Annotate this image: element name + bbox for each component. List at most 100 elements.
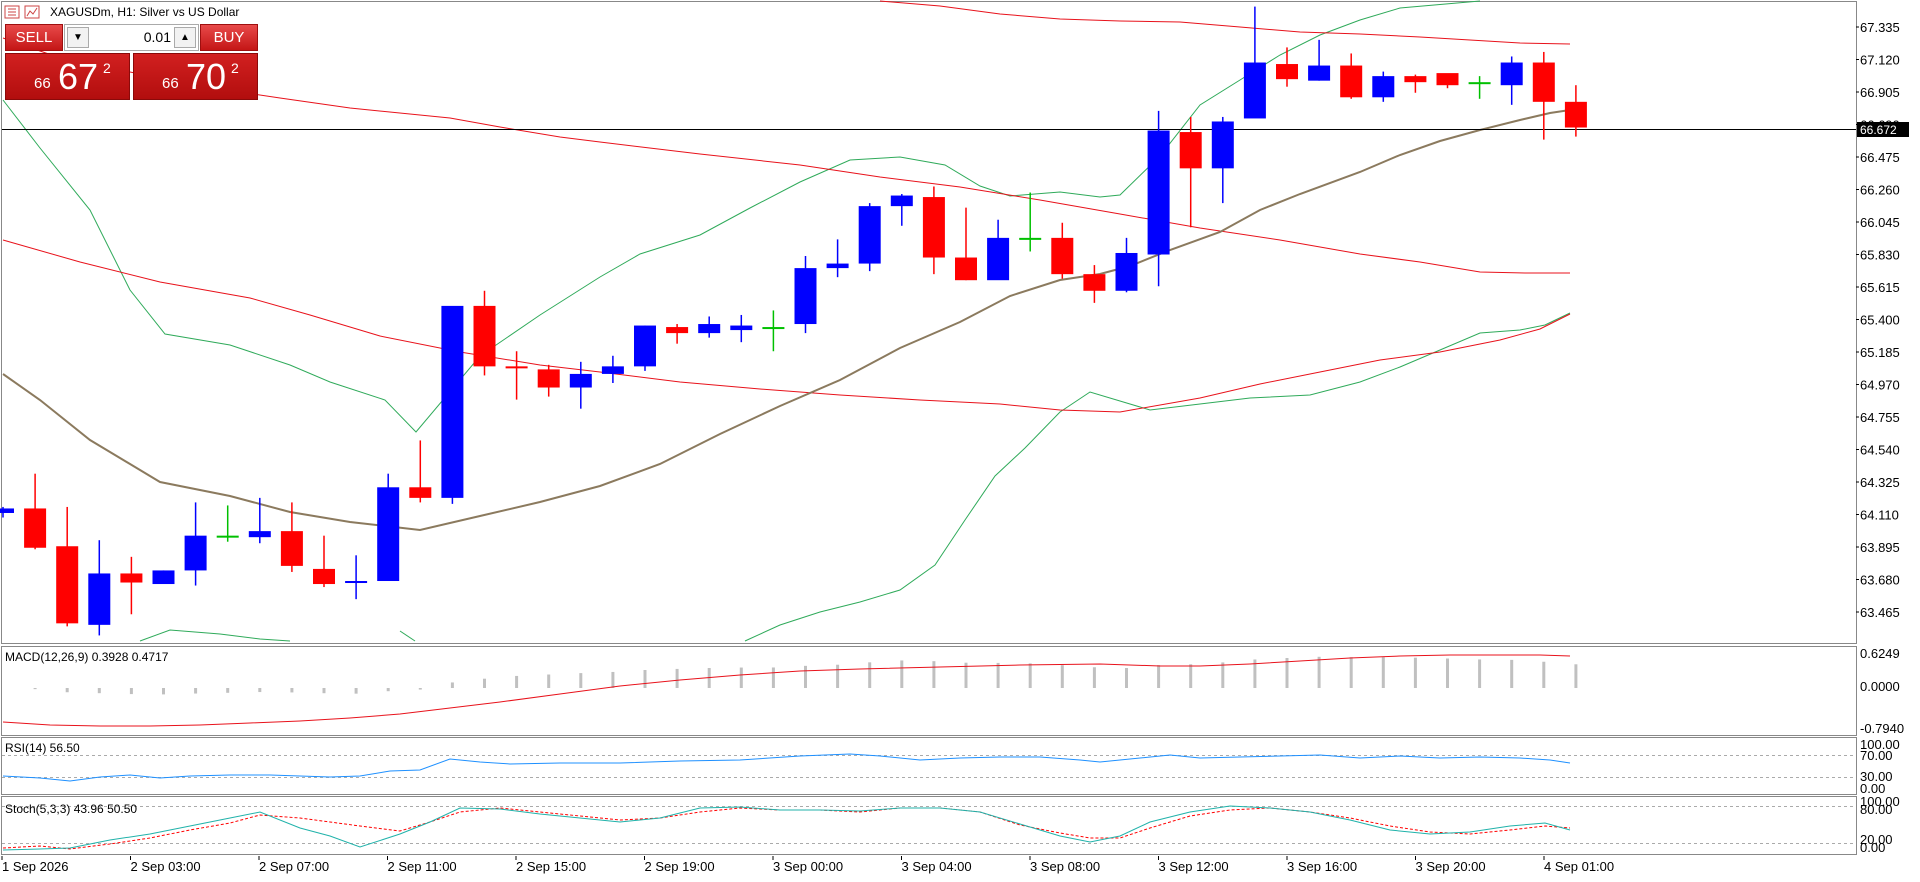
buy-price-main: 70 bbox=[186, 56, 227, 97]
macd-scale-max: 0.6249 bbox=[1860, 646, 1900, 661]
candle bbox=[120, 556, 143, 615]
candle bbox=[1532, 51, 1555, 140]
candle-body bbox=[0, 508, 14, 513]
candle bbox=[1500, 56, 1523, 105]
candle-body bbox=[1436, 73, 1459, 86]
candle-body bbox=[537, 369, 560, 388]
time-tick-label: 1 Sep 2026 bbox=[2, 859, 69, 874]
candle bbox=[248, 497, 271, 544]
candle bbox=[409, 440, 432, 503]
time-tick-label: 3 Sep 12:00 bbox=[1159, 859, 1229, 874]
bollinger-bands bbox=[2, 0, 1571, 642]
chart-list-icon[interactable] bbox=[4, 5, 20, 19]
candlestick-series bbox=[0, 6, 1587, 636]
candle bbox=[1404, 74, 1427, 93]
time-tick-label: 2 Sep 15:00 bbox=[516, 859, 586, 874]
candle bbox=[1340, 53, 1363, 99]
bollinger-lower-line bbox=[139, 629, 291, 642]
candle-body bbox=[377, 487, 400, 582]
candle-body bbox=[152, 570, 175, 585]
candle bbox=[1276, 47, 1298, 87]
stoch-pane-frame bbox=[1, 796, 1857, 855]
rsi-scale-100: 100.00 bbox=[1860, 737, 1900, 752]
buy-button[interactable]: BUY bbox=[200, 24, 258, 51]
candle bbox=[1147, 110, 1170, 287]
candle bbox=[955, 207, 977, 281]
price-tick-label: 66.045 bbox=[1860, 215, 1900, 230]
price-tick-label: 64.110 bbox=[1860, 508, 1899, 523]
candle bbox=[0, 506, 14, 518]
candle-body bbox=[601, 366, 624, 374]
bollinger-lower-line-3 bbox=[744, 312, 1571, 642]
price-tick-label: 64.325 bbox=[1860, 475, 1900, 490]
price-tick-label: 67.120 bbox=[1860, 53, 1900, 68]
buy-price-prefix: 66 bbox=[162, 75, 179, 92]
price-tick-label: 64.540 bbox=[1860, 443, 1900, 458]
lot-up-arrow-icon[interactable]: ▲ bbox=[174, 27, 196, 48]
candle bbox=[56, 506, 79, 627]
macd-label: MACD(12,26,9) 0.3928 0.4717 bbox=[5, 650, 169, 664]
candle bbox=[922, 186, 945, 275]
candle-body bbox=[1083, 274, 1106, 291]
candle-body bbox=[24, 508, 47, 548]
lot-size-input[interactable]: 0.01 bbox=[143, 29, 171, 45]
candle bbox=[890, 194, 913, 226]
main-chart-frame bbox=[1, 1, 1857, 644]
candle-body bbox=[1147, 130, 1170, 255]
price-axis: 67.33567.12066.90566.69066.47566.26066.0… bbox=[1856, 20, 1900, 620]
ma-red-upper-line bbox=[879, 0, 1571, 45]
price-tick-label: 63.895 bbox=[1860, 540, 1900, 555]
price-tick-label: 66.260 bbox=[1860, 183, 1900, 198]
macd-scale-zero: 0.0000 bbox=[1860, 679, 1900, 694]
ma-red-lower-line bbox=[2, 239, 1571, 413]
time-tick-label: 2 Sep 03:00 bbox=[131, 859, 201, 874]
macd-histogram bbox=[33, 656, 1578, 695]
candle-body bbox=[1276, 64, 1298, 80]
candle-body bbox=[1564, 101, 1587, 128]
candle bbox=[537, 364, 560, 397]
candle bbox=[505, 351, 528, 400]
candle-body bbox=[409, 487, 432, 498]
bollinger-upper-line bbox=[2, 0, 1481, 433]
candle bbox=[794, 256, 817, 334]
lot-down-arrow-icon[interactable]: ▼ bbox=[67, 27, 89, 48]
price-tick-label: 64.755 bbox=[1860, 410, 1900, 425]
candle bbox=[216, 505, 239, 542]
one-click-trading-icon[interactable] bbox=[24, 5, 40, 19]
time-tick-label: 3 Sep 00:00 bbox=[773, 859, 843, 874]
candle-body bbox=[987, 237, 1010, 281]
candle bbox=[826, 239, 849, 278]
candle-body bbox=[216, 535, 239, 538]
price-tick-label: 65.615 bbox=[1860, 280, 1900, 295]
rsi-scale-70: 70.00 bbox=[1860, 748, 1893, 763]
candle bbox=[730, 314, 753, 343]
buy-price-button[interactable]: 66 70 2 bbox=[133, 53, 258, 100]
candle-body bbox=[730, 325, 753, 331]
macd-scale-min: -0.7940 bbox=[1860, 721, 1904, 736]
sell-button[interactable]: SELL bbox=[5, 24, 63, 51]
price-tick-label: 65.830 bbox=[1860, 248, 1900, 263]
rsi-line bbox=[2, 753, 1571, 782]
candle bbox=[1372, 71, 1395, 102]
time-tick-label: 3 Sep 20:00 bbox=[1416, 859, 1486, 874]
stoch-label: Stoch(5,3,3) 43.96 50.50 bbox=[5, 802, 137, 816]
candle-body bbox=[1019, 237, 1042, 240]
buy-price-pipette: 2 bbox=[231, 60, 239, 76]
candle-body bbox=[1115, 252, 1138, 291]
candle bbox=[1115, 237, 1138, 293]
candle-body bbox=[858, 206, 881, 264]
candle bbox=[184, 502, 207, 586]
candle-body bbox=[473, 305, 496, 367]
price-tick-label: 64.970 bbox=[1860, 378, 1900, 393]
candle-body bbox=[794, 268, 817, 325]
candle bbox=[569, 361, 592, 409]
candle-body bbox=[1340, 65, 1363, 98]
candle-body bbox=[1404, 76, 1427, 83]
lot-size-stepper[interactable]: ▼ 0.01 ▲ bbox=[64, 24, 199, 51]
candle bbox=[858, 203, 881, 272]
candle-body bbox=[826, 263, 849, 269]
candle bbox=[441, 305, 464, 504]
sell-price-button[interactable]: 66 67 2 bbox=[5, 53, 130, 100]
candle bbox=[1083, 265, 1106, 303]
